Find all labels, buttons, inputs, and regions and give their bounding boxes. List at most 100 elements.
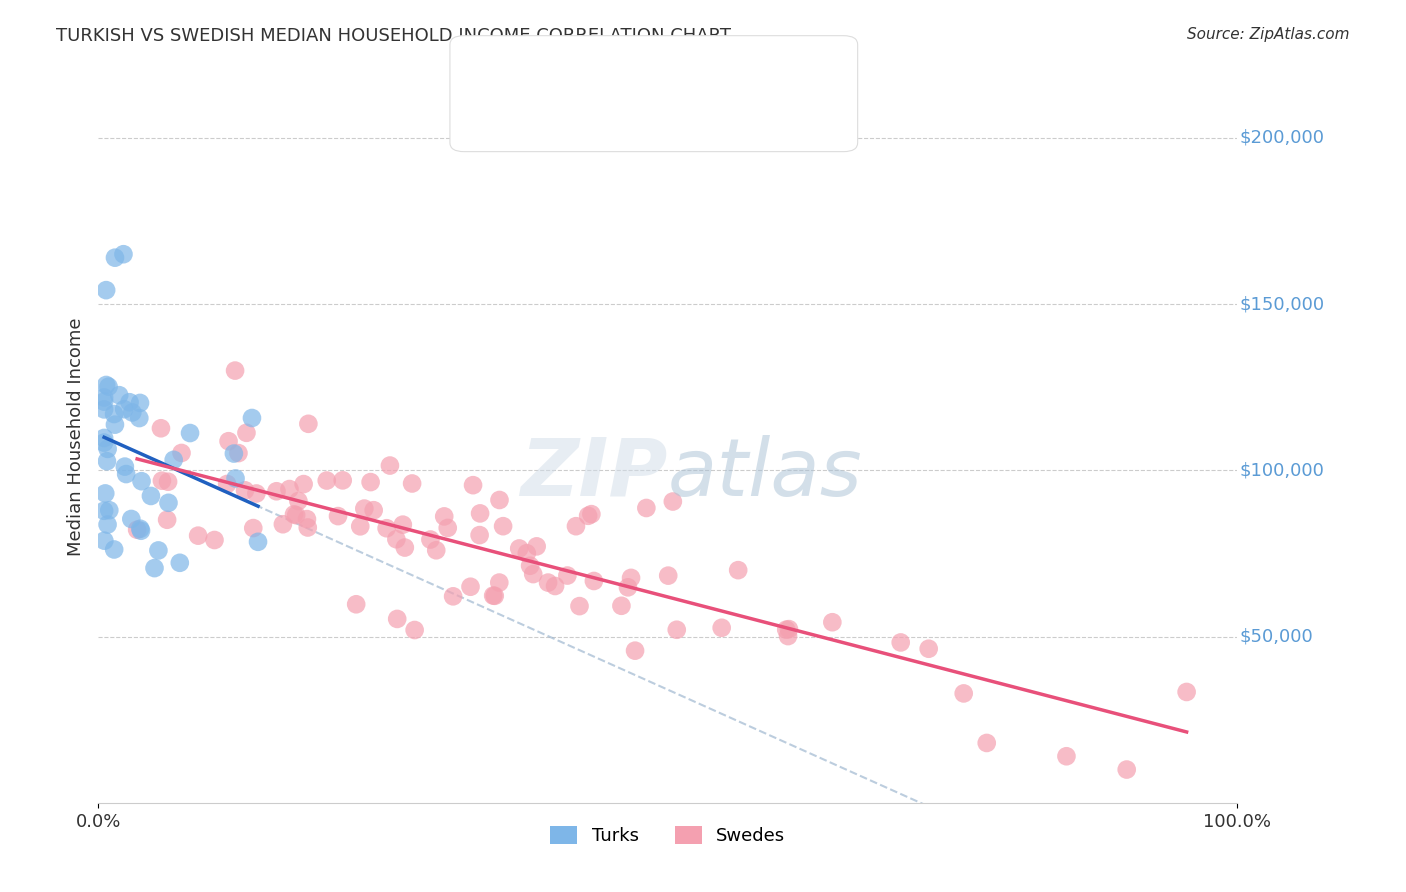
Swedes: [242, 521, 264, 535]
Text: R = -0.341   N = 43: R = -0.341 N = 43: [503, 65, 681, 83]
Swedes: [522, 567, 544, 582]
Text: Source: ZipAtlas.com: Source: ZipAtlas.com: [1187, 27, 1350, 42]
Swedes: [441, 590, 464, 604]
Turks: [120, 512, 142, 526]
Swedes: [581, 507, 603, 521]
Turks: [118, 395, 141, 409]
Turks: [112, 402, 135, 417]
Swedes: [436, 521, 458, 535]
Swedes: [576, 508, 599, 523]
Swedes: [292, 477, 315, 491]
Swedes: [461, 478, 484, 492]
Swedes: [297, 520, 319, 534]
Swedes: [582, 574, 605, 588]
Swedes: [557, 568, 579, 582]
Turks: [143, 561, 166, 575]
Swedes: [245, 486, 267, 500]
Swedes: [636, 500, 658, 515]
Legend: Turks, Swedes: Turks, Swedes: [543, 819, 793, 852]
Swedes: [488, 575, 510, 590]
Turks: [93, 533, 115, 548]
Turks: [225, 471, 247, 485]
Swedes: [224, 363, 246, 377]
Text: TURKISH VS SWEDISH MEDIAN HOUSEHOLD INCOME CORRELATION CHART: TURKISH VS SWEDISH MEDIAN HOUSEHOLD INCO…: [56, 27, 731, 45]
Swedes: [665, 623, 688, 637]
Turks: [112, 247, 135, 261]
Text: ■: ■: [481, 102, 502, 121]
Swedes: [363, 503, 385, 517]
Text: 90: 90: [710, 103, 735, 120]
Text: atlas: atlas: [668, 434, 863, 513]
Turks: [163, 453, 186, 467]
Swedes: [394, 541, 416, 555]
Turks: [240, 411, 263, 425]
Turks: [103, 407, 125, 421]
Swedes: [890, 635, 912, 649]
Turks: [139, 489, 162, 503]
Swedes: [468, 528, 491, 542]
Swedes: [617, 580, 640, 594]
Swedes: [1115, 763, 1137, 777]
Swedes: [228, 446, 250, 460]
Swedes: [295, 512, 318, 526]
Turks: [114, 459, 136, 474]
Swedes: [233, 483, 256, 498]
Swedes: [344, 597, 367, 611]
Swedes: [482, 589, 505, 603]
Turks: [121, 405, 143, 419]
Turks: [96, 454, 118, 468]
Turks: [93, 435, 115, 450]
Swedes: [565, 519, 588, 533]
Swedes: [235, 425, 257, 440]
Swedes: [157, 475, 180, 489]
Text: $200,000: $200,000: [1240, 128, 1324, 147]
Swedes: [492, 519, 515, 533]
Text: 43: 43: [710, 65, 735, 83]
Turks: [94, 486, 117, 500]
Swedes: [285, 508, 308, 523]
Swedes: [821, 615, 844, 630]
Turks: [93, 504, 115, 518]
Swedes: [484, 589, 506, 603]
Swedes: [419, 533, 441, 547]
Swedes: [271, 517, 294, 532]
Swedes: [516, 546, 538, 560]
Swedes: [266, 484, 288, 499]
Swedes: [624, 643, 647, 657]
Text: $50,000: $50,000: [1240, 628, 1313, 646]
Text: $150,000: $150,000: [1240, 295, 1324, 313]
Turks: [97, 517, 120, 532]
Turks: [104, 251, 127, 265]
Swedes: [544, 579, 567, 593]
Turks: [129, 396, 152, 410]
Text: $100,000: $100,000: [1240, 461, 1324, 479]
Turks: [93, 391, 115, 405]
Swedes: [360, 475, 382, 489]
Swedes: [433, 509, 456, 524]
Swedes: [387, 612, 409, 626]
Swedes: [332, 474, 354, 488]
Text: R = -0.663   N = 90: R = -0.663 N = 90: [503, 103, 681, 120]
Swedes: [425, 543, 447, 558]
Turks: [148, 543, 170, 558]
Swedes: [537, 575, 560, 590]
Text: -0.341: -0.341: [530, 65, 588, 83]
Swedes: [662, 494, 685, 508]
Swedes: [710, 621, 733, 635]
Swedes: [508, 541, 530, 556]
Swedes: [353, 501, 375, 516]
Turks: [179, 425, 201, 440]
Swedes: [952, 686, 974, 700]
Swedes: [127, 523, 149, 537]
Swedes: [392, 517, 415, 532]
Turks: [222, 446, 245, 460]
Swedes: [170, 446, 193, 460]
Swedes: [218, 434, 240, 449]
Swedes: [278, 482, 301, 496]
Turks: [97, 442, 120, 456]
Swedes: [217, 477, 239, 491]
Swedes: [657, 568, 679, 582]
Swedes: [150, 474, 173, 488]
Swedes: [1054, 749, 1078, 764]
Swedes: [187, 529, 209, 543]
